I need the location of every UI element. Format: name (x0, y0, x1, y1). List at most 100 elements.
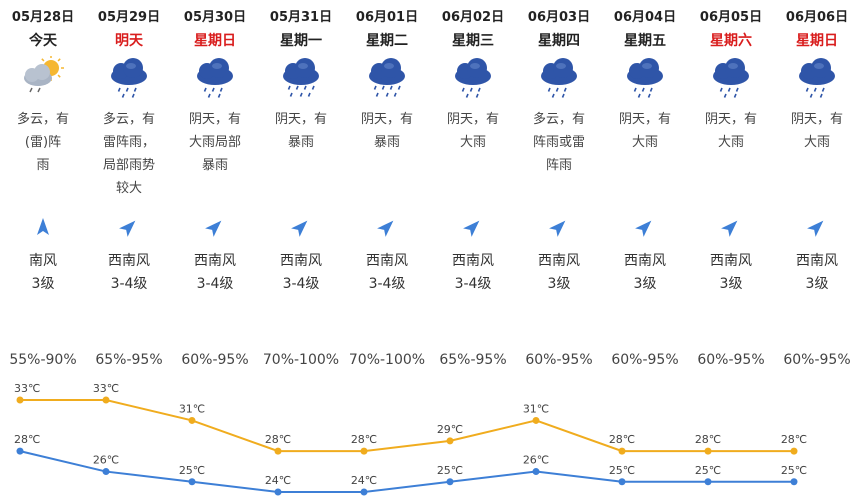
weather-description-line: 阴天，有 (790, 112, 843, 127)
arrow-northeast-icon (462, 216, 484, 238)
humidity-range: 60%-95% (525, 352, 593, 368)
high-temp-line (20, 399, 794, 453)
weather-description: 阴天，有 暴雨 (350, 108, 424, 154)
wind-level: 3-4级 (110, 276, 148, 292)
forecast-weekday: 星期六 (710, 33, 752, 49)
high-temp-point (274, 447, 282, 455)
low-temp-point (618, 478, 626, 486)
wind-direction: 西南风 (796, 253, 838, 269)
low-temp-point (16, 447, 24, 455)
high-temp-point (16, 396, 24, 404)
wind-info: 西南风 3级 (602, 250, 688, 296)
low-temp-label: 26℃ (93, 454, 119, 467)
arrow-northeast-icon (634, 216, 656, 238)
weather-description: 阴天，有 暴雨 (264, 108, 338, 154)
weather-description-line: 阴天，有 (188, 112, 241, 127)
high-temp-label: 33℃ (14, 382, 40, 395)
forecast-day: 06月01日 星期二 阴天，有 暴雨 西南风 3-4级 (344, 0, 430, 300)
weather-description-line: 大雨 (717, 135, 744, 150)
weather-description: 阴天，有大雨 (780, 108, 854, 154)
weather-description: 阴天，有 大雨 (608, 108, 682, 154)
wind-direction: 西南风 (452, 253, 494, 269)
low-temp-label: 25℃ (179, 464, 205, 477)
partly-cloudy-thunder-icon (18, 55, 68, 98)
wind-info: 南风 3级 (0, 250, 86, 296)
high-temp-point (360, 447, 368, 455)
rain-cloud-icon (706, 56, 756, 98)
forecast-weekday: 星期四 (538, 33, 580, 49)
wind-level: 3-4级 (196, 276, 234, 292)
wind-direction: 西南风 (538, 253, 580, 269)
humidity-range: 65%-95% (439, 352, 507, 368)
weather-description-line: 较大 (115, 181, 142, 196)
forecast-day: 05月28日 今天 多云，有 (雷)阵雨南风 3级 (0, 0, 86, 300)
arrow-northeast-icon (548, 216, 570, 238)
forecast-date: 05月30日 (183, 10, 247, 25)
forecast-date: 06月06日 (785, 10, 849, 25)
low-temp-label: 25℃ (695, 464, 721, 477)
high-temp-label: 28℃ (781, 433, 807, 446)
arrow-northeast-icon (204, 216, 226, 238)
forecast-date: 06月05日 (699, 10, 763, 25)
high-temp-label: 29℃ (437, 423, 463, 436)
weather-description-line: 暴雨 (373, 135, 400, 150)
rain-cloud-icon (190, 56, 240, 98)
high-temp-label: 31℃ (523, 402, 549, 415)
rain-cloud-icon (448, 56, 498, 98)
forecast-date: 05月29日 (97, 10, 161, 25)
wind-level: 3级 (805, 276, 829, 292)
high-temp-label: 28℃ (265, 433, 291, 446)
forecast-date: 06月03日 (527, 10, 591, 25)
high-temp-point (618, 447, 626, 455)
heavy-rain-cloud-icon (276, 56, 326, 98)
weather-description: 阴天，有大雨 (694, 108, 768, 154)
wind-info: 西南风 3-4级 (86, 250, 172, 296)
weather-description-line: 大雨 (631, 135, 658, 150)
weather-description-line: 阴天，有 (704, 112, 757, 127)
weather-description-line: 局部雨势 (102, 158, 155, 173)
rain-cloud-icon (534, 56, 584, 98)
arrow-northeast-icon (118, 216, 140, 238)
forecast-day: 06月02日 星期三 阴天，有 大雨 西南风 3-4级 (430, 0, 516, 300)
weather-description-line: 大雨局部 (188, 135, 241, 150)
forecast-day: 05月30日 星期日 阴天，有 大雨局部 暴雨 西南风 3-4级 (172, 0, 258, 300)
weather-description: 阴天，有 大雨 (436, 108, 510, 154)
wind-direction: 西南风 (194, 253, 236, 269)
heavy-rain-cloud-icon (362, 56, 412, 98)
weather-description-line: 阴天，有 (446, 112, 499, 127)
humidity-range: 55%-90% (9, 352, 77, 368)
forecast-weekday: 星期一 (280, 33, 322, 49)
weather-description-line: (雷)阵 (24, 135, 62, 150)
high-temp-label: 28℃ (351, 433, 377, 446)
weather-description-line: 大雨 (803, 135, 830, 150)
high-temp-label: 28℃ (609, 433, 635, 446)
forecast-weekday: 明天 (115, 33, 143, 49)
weather-description-line: 阵雨或雷 (532, 135, 585, 150)
wind-level: 3-4级 (368, 276, 406, 292)
forecast-date: 05月31日 (269, 10, 333, 25)
weather-description: 多云，有 雷阵雨， 局部雨势 较大 (92, 108, 166, 200)
wind-direction: 西南风 (624, 253, 666, 269)
low-temp-label: 25℃ (781, 464, 807, 477)
low-temp-label: 24℃ (351, 474, 377, 487)
humidity-range: 65%-95% (95, 352, 163, 368)
weather-description-line: 暴雨 (201, 158, 228, 173)
weather-description: 多云，有 (雷)阵雨 (6, 108, 80, 177)
wind-direction: 西南风 (108, 253, 150, 269)
wind-level: 3级 (547, 276, 571, 292)
rain-cloud-icon (104, 56, 154, 98)
forecast-day: 05月31日 星期一阴天，有 暴雨 西南风 3-4级 (258, 0, 344, 300)
humidity-range: 60%-95% (611, 352, 679, 368)
weather-description-line: 多云，有 (532, 112, 585, 127)
low-temp-line (19, 450, 794, 493)
weather-description: 阴天，有大雨局部暴雨 (178, 108, 252, 177)
humidity-range: 60%-95% (783, 352, 851, 368)
arrow-north-icon (32, 216, 54, 238)
high-temp-label: 31℃ (179, 402, 205, 415)
weather-description-line: 雨 (36, 158, 50, 173)
wind-level: 3级 (31, 276, 55, 292)
humidity-range: 60%-95% (697, 352, 765, 368)
weather-description-line: 多云，有 (102, 112, 155, 127)
wind-info: 西南风 3-4级 (258, 250, 344, 296)
forecast-weekday: 星期三 (452, 33, 494, 49)
